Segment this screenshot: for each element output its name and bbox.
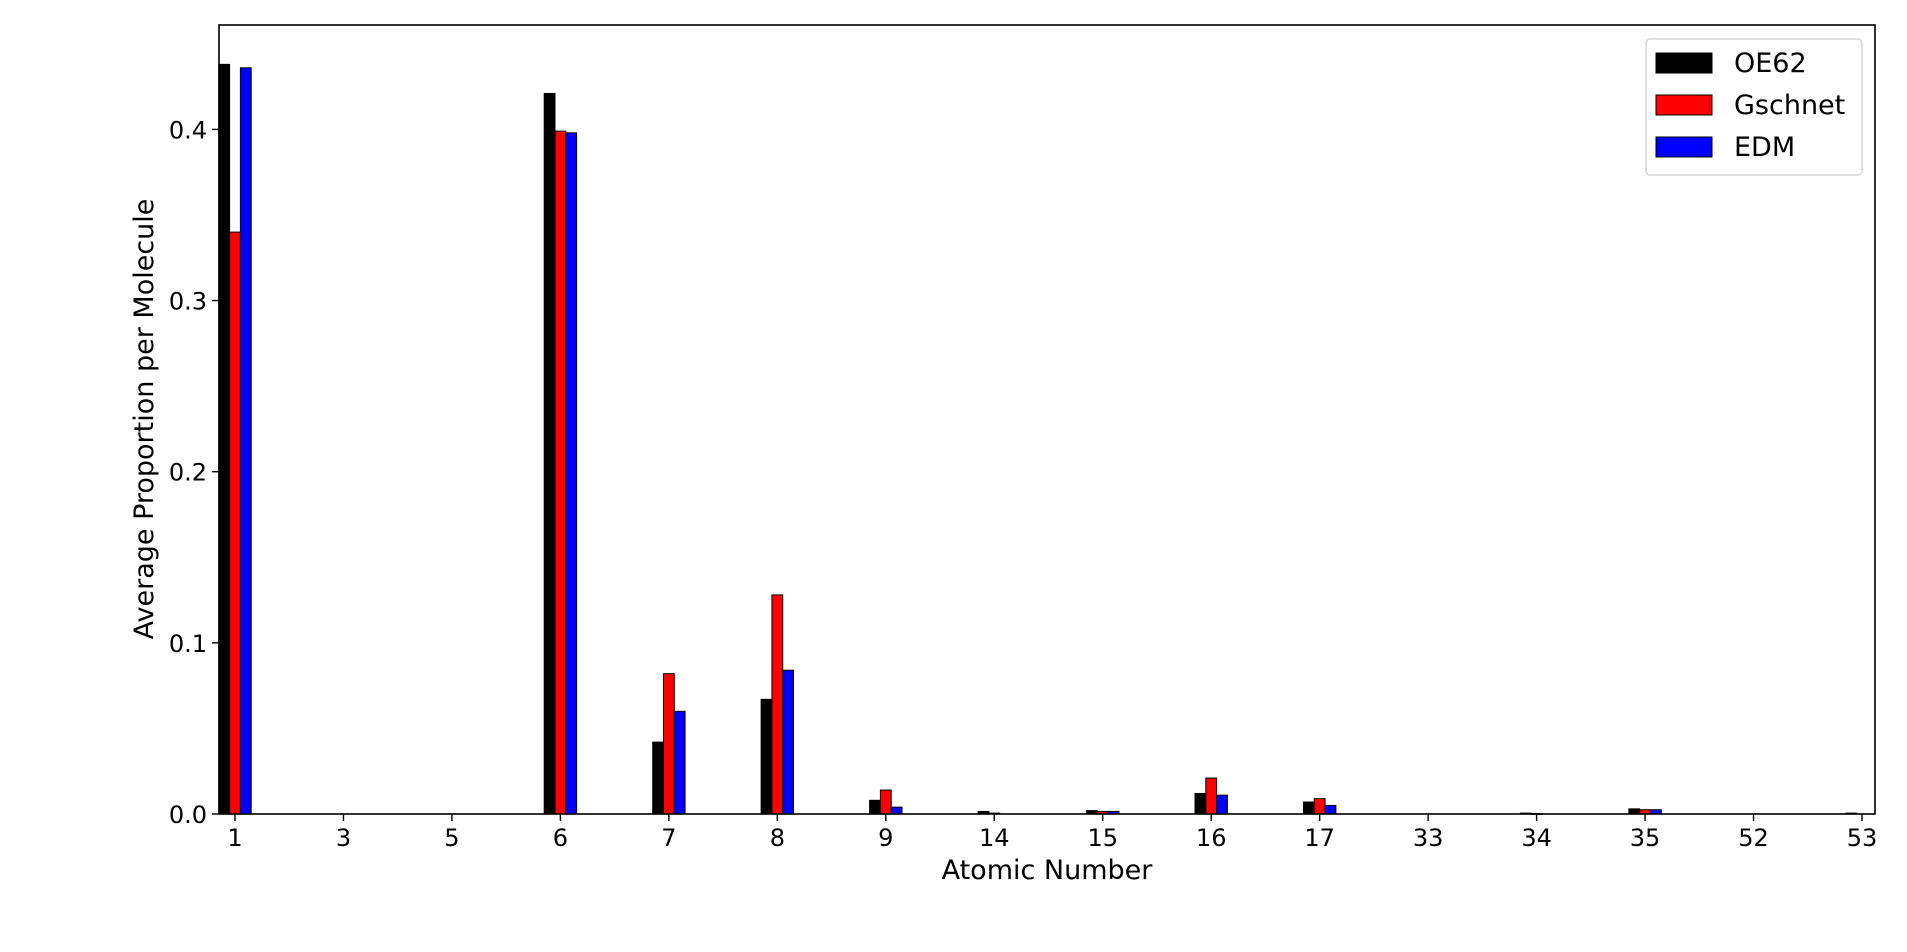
legend: OE62 Gschnet EDM [1645, 38, 1863, 176]
y-axis-label: Average Proportion per Molecule [129, 199, 160, 640]
y-tick-label: 0.4 [169, 116, 207, 144]
x-tick-label: 53 [1847, 824, 1878, 852]
x-tick-label: 1 [227, 824, 242, 852]
bar-oe62-7 [652, 741, 664, 815]
y-tick-label: 0.0 [169, 801, 207, 829]
x-tick-label: 35 [1630, 824, 1661, 852]
bars-layer [218, 63, 1858, 815]
x-tick-label: 15 [1087, 824, 1118, 852]
x-tick-label: 6 [553, 824, 568, 852]
bar-oe62-6 [543, 92, 556, 815]
x-tick-label: 3 [336, 824, 351, 852]
bar-oe62-16 [1194, 792, 1207, 815]
x-tick-label: 33 [1413, 824, 1444, 852]
y-tick-label: 0.2 [169, 459, 207, 487]
x-tick-label: 17 [1304, 824, 1335, 852]
bar-edm-17 [1324, 804, 1337, 815]
legend-swatch-oe62 [1655, 52, 1713, 74]
legend-label-oe62: OE62 [1734, 48, 1807, 79]
legend-label-edm: EDM [1734, 132, 1795, 163]
bar-edm-6 [565, 132, 578, 815]
x-tick-label: 5 [444, 824, 459, 852]
bar-oe62-9 [869, 799, 881, 815]
bar-oe62-8 [760, 698, 773, 815]
y-tick-label: 0.3 [169, 288, 207, 316]
x-tick-label: 7 [661, 824, 676, 852]
x-tick-label: 16 [1196, 824, 1227, 852]
bar-gschnet-9 [879, 789, 892, 815]
bar-gschnet-16 [1205, 777, 1218, 815]
bar-edm-16 [1216, 794, 1228, 815]
plot-area-frame [218, 24, 1876, 815]
bar-gschnet-8 [771, 594, 784, 815]
y-tick-label: 0.1 [169, 630, 207, 658]
x-tick-label: 14 [979, 824, 1010, 852]
x-tick-label: 9 [878, 824, 893, 852]
x-axis-label: Atomic Number [942, 855, 1154, 886]
bar-edm-9 [890, 806, 903, 815]
legend-swatch-edm [1655, 136, 1713, 158]
bar-gschnet-17 [1313, 798, 1326, 815]
legend-label-gschnet: Gschnet [1734, 90, 1845, 121]
bar-gschnet-7 [662, 673, 675, 815]
bar-oe62-1 [218, 63, 231, 815]
bar-oe62-17 [1302, 801, 1315, 815]
bar-gschnet-1 [229, 231, 241, 815]
x-tick-label: 8 [770, 824, 785, 852]
legend-swatch-gschnet [1655, 94, 1713, 116]
bar-gschnet-6 [554, 130, 567, 815]
bar-edm-8 [782, 669, 795, 815]
x-tick-label: 34 [1521, 824, 1552, 852]
x-tick-label: 52 [1738, 824, 1769, 852]
bar-edm-1 [239, 67, 252, 815]
bar-edm-7 [673, 710, 686, 815]
x-axis: 1 3 5 6 7 8 9 14 15 16 17 33 34 35 52 53 [227, 814, 1877, 852]
y-axis: 0.0 0.1 0.2 0.3 0.4 [169, 116, 219, 829]
